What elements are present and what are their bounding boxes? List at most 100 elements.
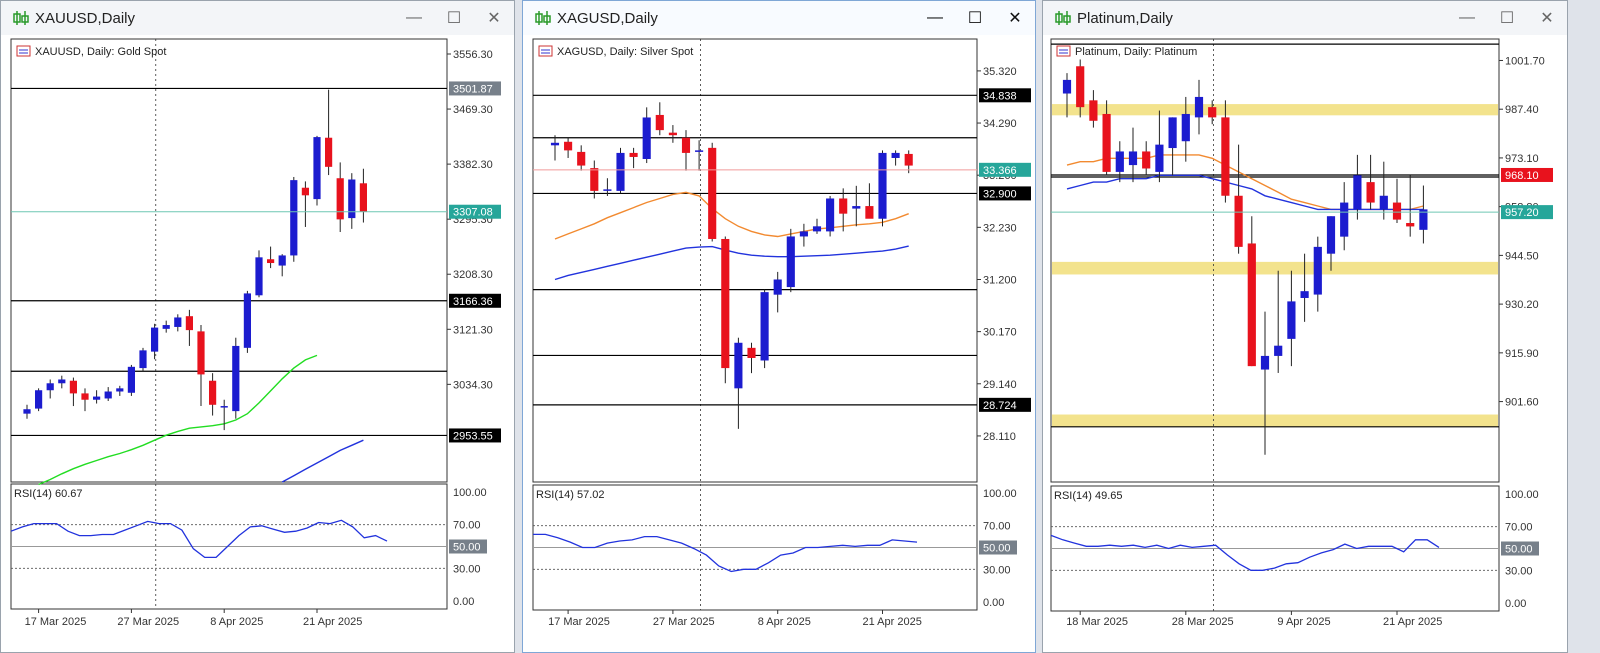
- bid-price-label: 957.20: [1505, 207, 1539, 219]
- rsi-tick-label: 0.00: [983, 597, 1004, 609]
- candle-body: [1340, 202, 1349, 237]
- close-icon[interactable]: ✕: [1008, 10, 1022, 27]
- candle-body: [839, 198, 848, 214]
- y-tick-label: 3034.30: [453, 379, 493, 391]
- bid-price-badge: [1501, 205, 1553, 220]
- candle-body: [81, 393, 89, 400]
- rsi-tick-label: 0.00: [1505, 598, 1526, 610]
- candle-body: [629, 152, 638, 157]
- candle-body: [1115, 151, 1124, 172]
- chart-window-silver[interactable]: XAGUSD,Daily — ☐ ✕ 35.32034.29033.26032.…: [522, 0, 1036, 653]
- candle-body: [1313, 246, 1322, 295]
- candle-body: [721, 238, 730, 369]
- price-level-badge: [449, 293, 501, 308]
- chart-legend: XAGUSD, Daily: Silver Spot: [538, 45, 693, 58]
- rsi-tick-label: 30.00: [1505, 565, 1533, 577]
- window-titlebar[interactable]: XAUUSD,Daily — ☐ ✕: [1, 1, 514, 35]
- candle-body: [773, 279, 782, 295]
- window-titlebar[interactable]: Platinum,Daily — ☐ ✕: [1043, 1, 1567, 35]
- price-level-label: 3501.87: [453, 83, 493, 95]
- candle-body: [1076, 66, 1085, 108]
- candle-body: [1353, 175, 1362, 210]
- candle-body: [255, 257, 263, 296]
- candle-body: [151, 327, 159, 352]
- legend-text: Platinum, Daily: Platinum: [1075, 46, 1197, 58]
- window-title: XAGUSD,Daily: [557, 9, 658, 27]
- price-chart[interactable]: 3556.303469.303382.303295.303208.303121.…: [1, 35, 514, 652]
- price-chart[interactable]: 1001.70987.40973.10958.80944.50930.20915…: [1043, 35, 1567, 652]
- support-resistance-zone: [1052, 104, 1498, 116]
- window-titlebar[interactable]: XAGUSD,Daily — ☐ ✕: [523, 1, 1035, 35]
- close-icon[interactable]: ✕: [487, 10, 501, 27]
- chart-window-gold[interactable]: XAUUSD,Daily — ☐ ✕ 3556.30 3469.30 3382.30…: [0, 0, 515, 653]
- rsi-level-label: 50.00: [983, 543, 1011, 555]
- candle-body: [1194, 96, 1204, 118]
- price-level-badge: [979, 88, 1031, 103]
- y-tick-label: 3556.30: [453, 49, 493, 61]
- candle-body: [23, 409, 31, 414]
- candle-body: [655, 114, 664, 131]
- candle-body: [577, 151, 586, 166]
- price-level-badge: [449, 428, 501, 443]
- candle-body: [1234, 195, 1243, 247]
- candle-body: [1379, 195, 1388, 210]
- candle-body: [359, 183, 367, 212]
- candle-body: [1419, 209, 1428, 230]
- candle-body: [695, 150, 704, 152]
- maximize-icon[interactable]: ☐: [446, 10, 462, 27]
- rsi-tick-label: 0.00: [453, 596, 474, 608]
- candlestick-chart-icon: [535, 11, 551, 25]
- maximize-icon[interactable]: ☐: [1499, 10, 1515, 27]
- candle-body: [69, 380, 77, 394]
- candle-body: [162, 325, 170, 329]
- chart-window-platinum[interactable]: Platinum,Daily — ☐ ✕ 1001.70 987.40 973.10…: [1042, 0, 1568, 653]
- candle-body: [290, 180, 298, 256]
- x-tick-label: 18 Mar 2025: [1066, 616, 1128, 628]
- y-tick-label: 944.50: [1505, 250, 1539, 262]
- minimize-icon[interactable]: —: [927, 9, 943, 26]
- chart-legend: XAUUSD, Daily: Gold Spot: [16, 45, 166, 58]
- candle-body: [93, 396, 101, 400]
- chart-type-icon: [16, 45, 31, 57]
- candle-body: [799, 231, 808, 237]
- rsi-label: RSI(14) 57.02: [536, 489, 604, 501]
- y-tick-label: 915.90: [1505, 348, 1539, 360]
- candle-body: [301, 187, 309, 196]
- maximize-icon[interactable]: ☐: [967, 10, 983, 27]
- y-tick-label: 3208.30: [453, 269, 493, 281]
- y-tick-label: 987.40: [1505, 104, 1539, 116]
- minimize-icon[interactable]: —: [1459, 9, 1475, 26]
- rsi-tick-label: 70.00: [453, 520, 481, 532]
- price-pane: [532, 38, 978, 483]
- candle-body: [550, 142, 560, 146]
- minimize-icon[interactable]: —: [406, 9, 422, 26]
- candle-body: [747, 347, 756, 358]
- x-tick-label: 9 Apr 2025: [1277, 616, 1330, 628]
- rsi-level-badge: [979, 540, 1017, 555]
- candle-body: [139, 350, 147, 369]
- price-level-badge: [979, 186, 1031, 201]
- candle-body: [267, 259, 275, 264]
- rsi-label: RSI(14) 49.65: [1054, 490, 1122, 502]
- candle-body: [1287, 301, 1296, 339]
- candle-body: [348, 179, 356, 219]
- moving-average-slow: [1066, 174, 1424, 211]
- candle-body: [826, 198, 835, 232]
- candle-body: [760, 292, 769, 361]
- rsi-line: [1050, 534, 1440, 571]
- candle-body: [58, 379, 66, 384]
- candle-body: [1168, 117, 1177, 149]
- candle-body: [1221, 117, 1230, 196]
- window-title: Platinum,Daily: [1077, 9, 1173, 27]
- y-tick-label: 31.200: [983, 274, 1017, 286]
- chart-type-icon: [538, 45, 553, 57]
- rsi-tick-label: 70.00: [983, 521, 1011, 533]
- rsi-tick-label: 30.00: [983, 564, 1011, 576]
- x-tick-label: 27 Mar 2025: [117, 616, 179, 628]
- price-chart[interactable]: 35.32034.29033.26032.23031.20030.17029.1…: [523, 35, 1035, 652]
- candle-body: [325, 137, 333, 167]
- candle-body: [1247, 243, 1256, 367]
- close-icon[interactable]: ✕: [1540, 10, 1554, 27]
- y-tick-label: 34.290: [983, 118, 1017, 130]
- candle-body: [642, 117, 651, 159]
